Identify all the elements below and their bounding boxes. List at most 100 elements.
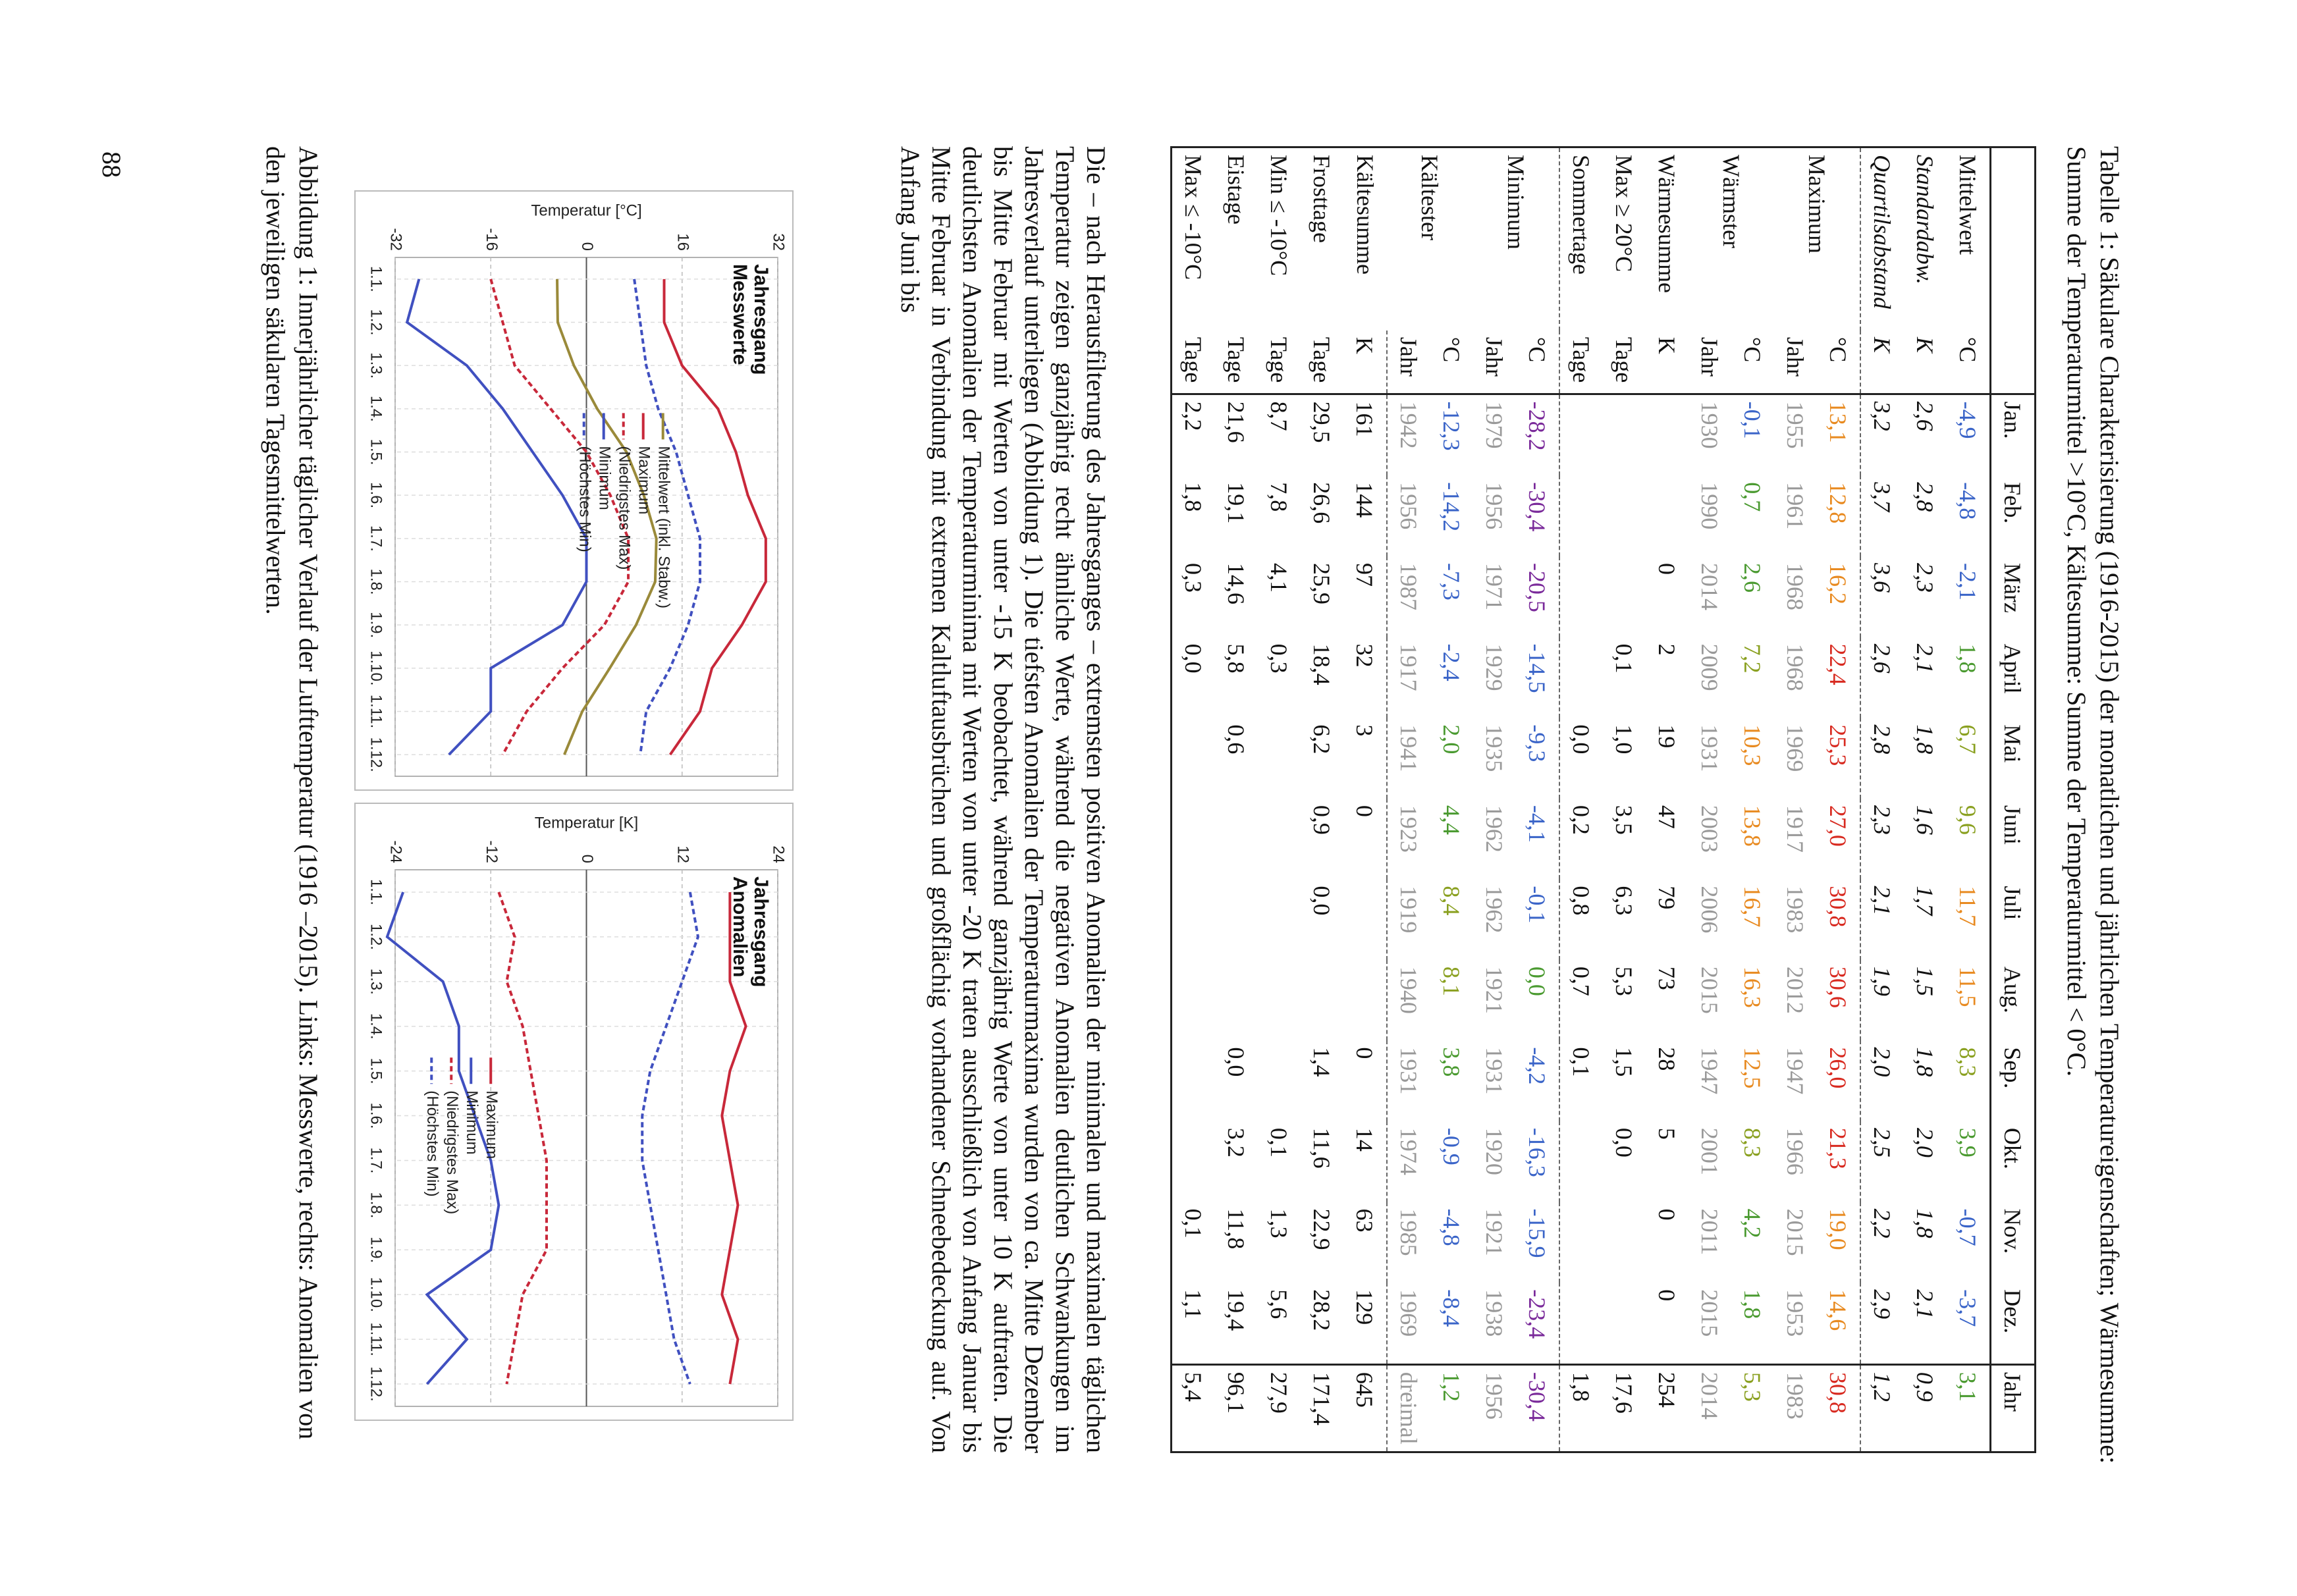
table-cell: 79: [1654, 886, 1681, 910]
table-cell: 8,3: [1739, 1127, 1766, 1157]
table-row: Wärmesumme K 0 2 19 47 79 73 28 5 0 0 254: [1646, 147, 1689, 1452]
table-cell: 12,5: [1739, 1047, 1766, 1089]
row-label: Maximum: [1804, 155, 1830, 253]
table-row: Mittelwert °C -4,9 -4,8 -2,1 1,8 6,7 9,6 11,7 11,…: [1947, 147, 1991, 1452]
table-cell: 1,4: [1309, 1047, 1336, 1077]
table-cell: 5: [1654, 1127, 1681, 1140]
table-cell: 0,0: [1223, 1047, 1250, 1077]
x-tick-label: 1.1.: [367, 879, 385, 905]
table-cell: [1172, 960, 1216, 1041]
table-cell: 10,3: [1739, 724, 1766, 766]
table-cell: 2,1: [1912, 643, 1939, 674]
table-cell: 3,8: [1438, 1047, 1465, 1077]
table-cell: 1956: [1387, 475, 1430, 556]
table-cell: -16,3: [1524, 1127, 1551, 1177]
x-tick-label: 1.4.: [367, 1013, 385, 1040]
table-row: Standardabw. K 2,6 2,8 2,3 2,1 1,8 1,6 1,7 1,5 1,8…: [1904, 147, 1947, 1452]
row-label: Kältester: [1417, 155, 1444, 240]
table-cell: [1172, 1121, 1216, 1202]
table-row: Maximum °C 13,1 12,8 16,2 22,4 25,3 27,0 30,8 30,…: [1804, 147, 1860, 1452]
table-cell: 1931: [1696, 724, 1723, 772]
chart-title: Jahresgang Anomalien: [729, 876, 772, 988]
table-cell: 6,3: [1611, 886, 1638, 916]
row-unit: Tage: [1559, 330, 1603, 394]
table-cell: 25,9: [1309, 562, 1336, 604]
table-cell: 8,3: [1955, 1047, 1982, 1077]
series-line: [720, 891, 747, 1385]
table-cell: 2,3: [1860, 798, 1904, 880]
table-cell: [1172, 799, 1216, 880]
table-cell: 1961: [1782, 482, 1809, 530]
row-unit: °C: [1947, 330, 1991, 394]
table-cell: 1,2: [1860, 1364, 1904, 1452]
table-cell: -15,9: [1524, 1208, 1551, 1258]
table-cell: [1559, 1283, 1603, 1365]
x-tick-label: 1.1.: [367, 266, 385, 292]
table-cell: 1969: [1387, 1283, 1430, 1365]
row-unit: °C: [1817, 330, 1860, 394]
table-row: Jahr 1955 1961 1968 1968 1969 1917 1983 2012 1947…: [1774, 147, 1817, 1452]
table-cell: 16,3: [1739, 966, 1766, 1008]
table-cell: 7,8: [1266, 482, 1293, 512]
table-row: Max ≥ 20°C Tage 0,1 1,0 3,5 6,3 5,3 1,5 0,0 17,6: [1603, 147, 1646, 1452]
table-cell: 2015: [1696, 1289, 1723, 1337]
header-cell: [1990, 147, 2036, 331]
figure-caption: Abbildung 1: Innerjährlicher täglicher V…: [261, 146, 323, 1440]
x-tick-label: 1.5.: [367, 439, 385, 465]
table-row: Wärmster °C -0,1 0,7 2,6 7,2 10,3 13,8 16,7 16,3 1…: [1718, 147, 1774, 1452]
row-unit: Jahr: [1774, 330, 1817, 394]
table-cell: 97: [1351, 562, 1378, 587]
table-cell: 1935: [1481, 724, 1508, 772]
row-label: Max ≥ 20°C: [1611, 155, 1638, 273]
table-cell: 73: [1654, 966, 1681, 990]
table-cell: 1917: [1387, 637, 1430, 718]
table-cell: 1941: [1387, 718, 1430, 799]
table-cell: 11,8: [1223, 1208, 1250, 1250]
table-row: Frosttage Tage 29,5 26,6 25,9 18,4 6,2 0,9 0,0 1,…: [1301, 147, 1343, 1452]
table-cell: 1930: [1696, 401, 1723, 449]
table-cell: [1603, 394, 1646, 475]
table-cell: 5,3: [1731, 1364, 1774, 1452]
legend-label: Minimum: [595, 446, 613, 510]
table-cell: 27,0: [1825, 805, 1852, 847]
table-cell: 1956: [1473, 1364, 1516, 1452]
table-cell: 0,9: [1309, 805, 1336, 835]
x-tick-label: 1.11.: [367, 1322, 385, 1356]
row-label: Max ≤ -10°C: [1180, 155, 1207, 280]
table-cell: 0,3: [1180, 562, 1207, 593]
header-cell: Okt.: [1990, 1121, 2036, 1202]
table-cell: -14,2: [1438, 482, 1465, 532]
table-cell: 21,6: [1223, 401, 1250, 443]
row-label: Minimum: [1503, 155, 1529, 250]
table-row: Kältester °C -12,3 -14,2 -7,3 -2,4 2,0 4,4 8,4 8,…: [1417, 147, 1473, 1452]
table-cell: 1938: [1481, 1289, 1508, 1337]
table-cell: 0,1: [1266, 1127, 1293, 1157]
x-tick-label: 1.5.: [367, 1058, 385, 1084]
table-row: Sommertage Tage 0,0 0,2 0,8 0,7 0,1 1,8: [1559, 147, 1603, 1452]
table-cell: 1,8: [1912, 1208, 1939, 1238]
y-tick-label: -16: [483, 228, 500, 251]
series-line: [405, 279, 588, 756]
x-tick-label: 1.12.: [367, 1366, 385, 1401]
table-cell: 0,3: [1266, 643, 1293, 674]
header-cell: Nov.: [1990, 1202, 2036, 1283]
row-unit: Tage: [1258, 330, 1301, 394]
table-cell: -14,5: [1524, 643, 1551, 693]
table-cell: 32: [1351, 643, 1378, 668]
figure-right: Temperatur [K] -24 -12 0 12 24 1.1. 1.2. 1.3. 1.4…: [354, 803, 794, 1421]
table-cell: 1955: [1782, 401, 1809, 449]
series-line: [633, 279, 701, 755]
table-cell: 2,0: [1912, 1127, 1939, 1157]
table-cell: 1987: [1387, 556, 1430, 637]
header-cell: Mai: [1990, 718, 2036, 799]
table-cell: 254: [1646, 1364, 1689, 1452]
table-cell: 2,0: [1438, 724, 1465, 755]
table-cell: 1979: [1481, 401, 1508, 449]
x-tick-label: 1.6.: [367, 1103, 385, 1129]
table-cell: [1603, 1202, 1646, 1283]
table-cell: 3,5: [1611, 805, 1638, 835]
table-cell: [1215, 960, 1258, 1041]
table-cell: 1,5: [1912, 966, 1939, 996]
x-tick-label: 1.7.: [367, 525, 385, 552]
header-cell: Sep.: [1990, 1040, 2036, 1121]
